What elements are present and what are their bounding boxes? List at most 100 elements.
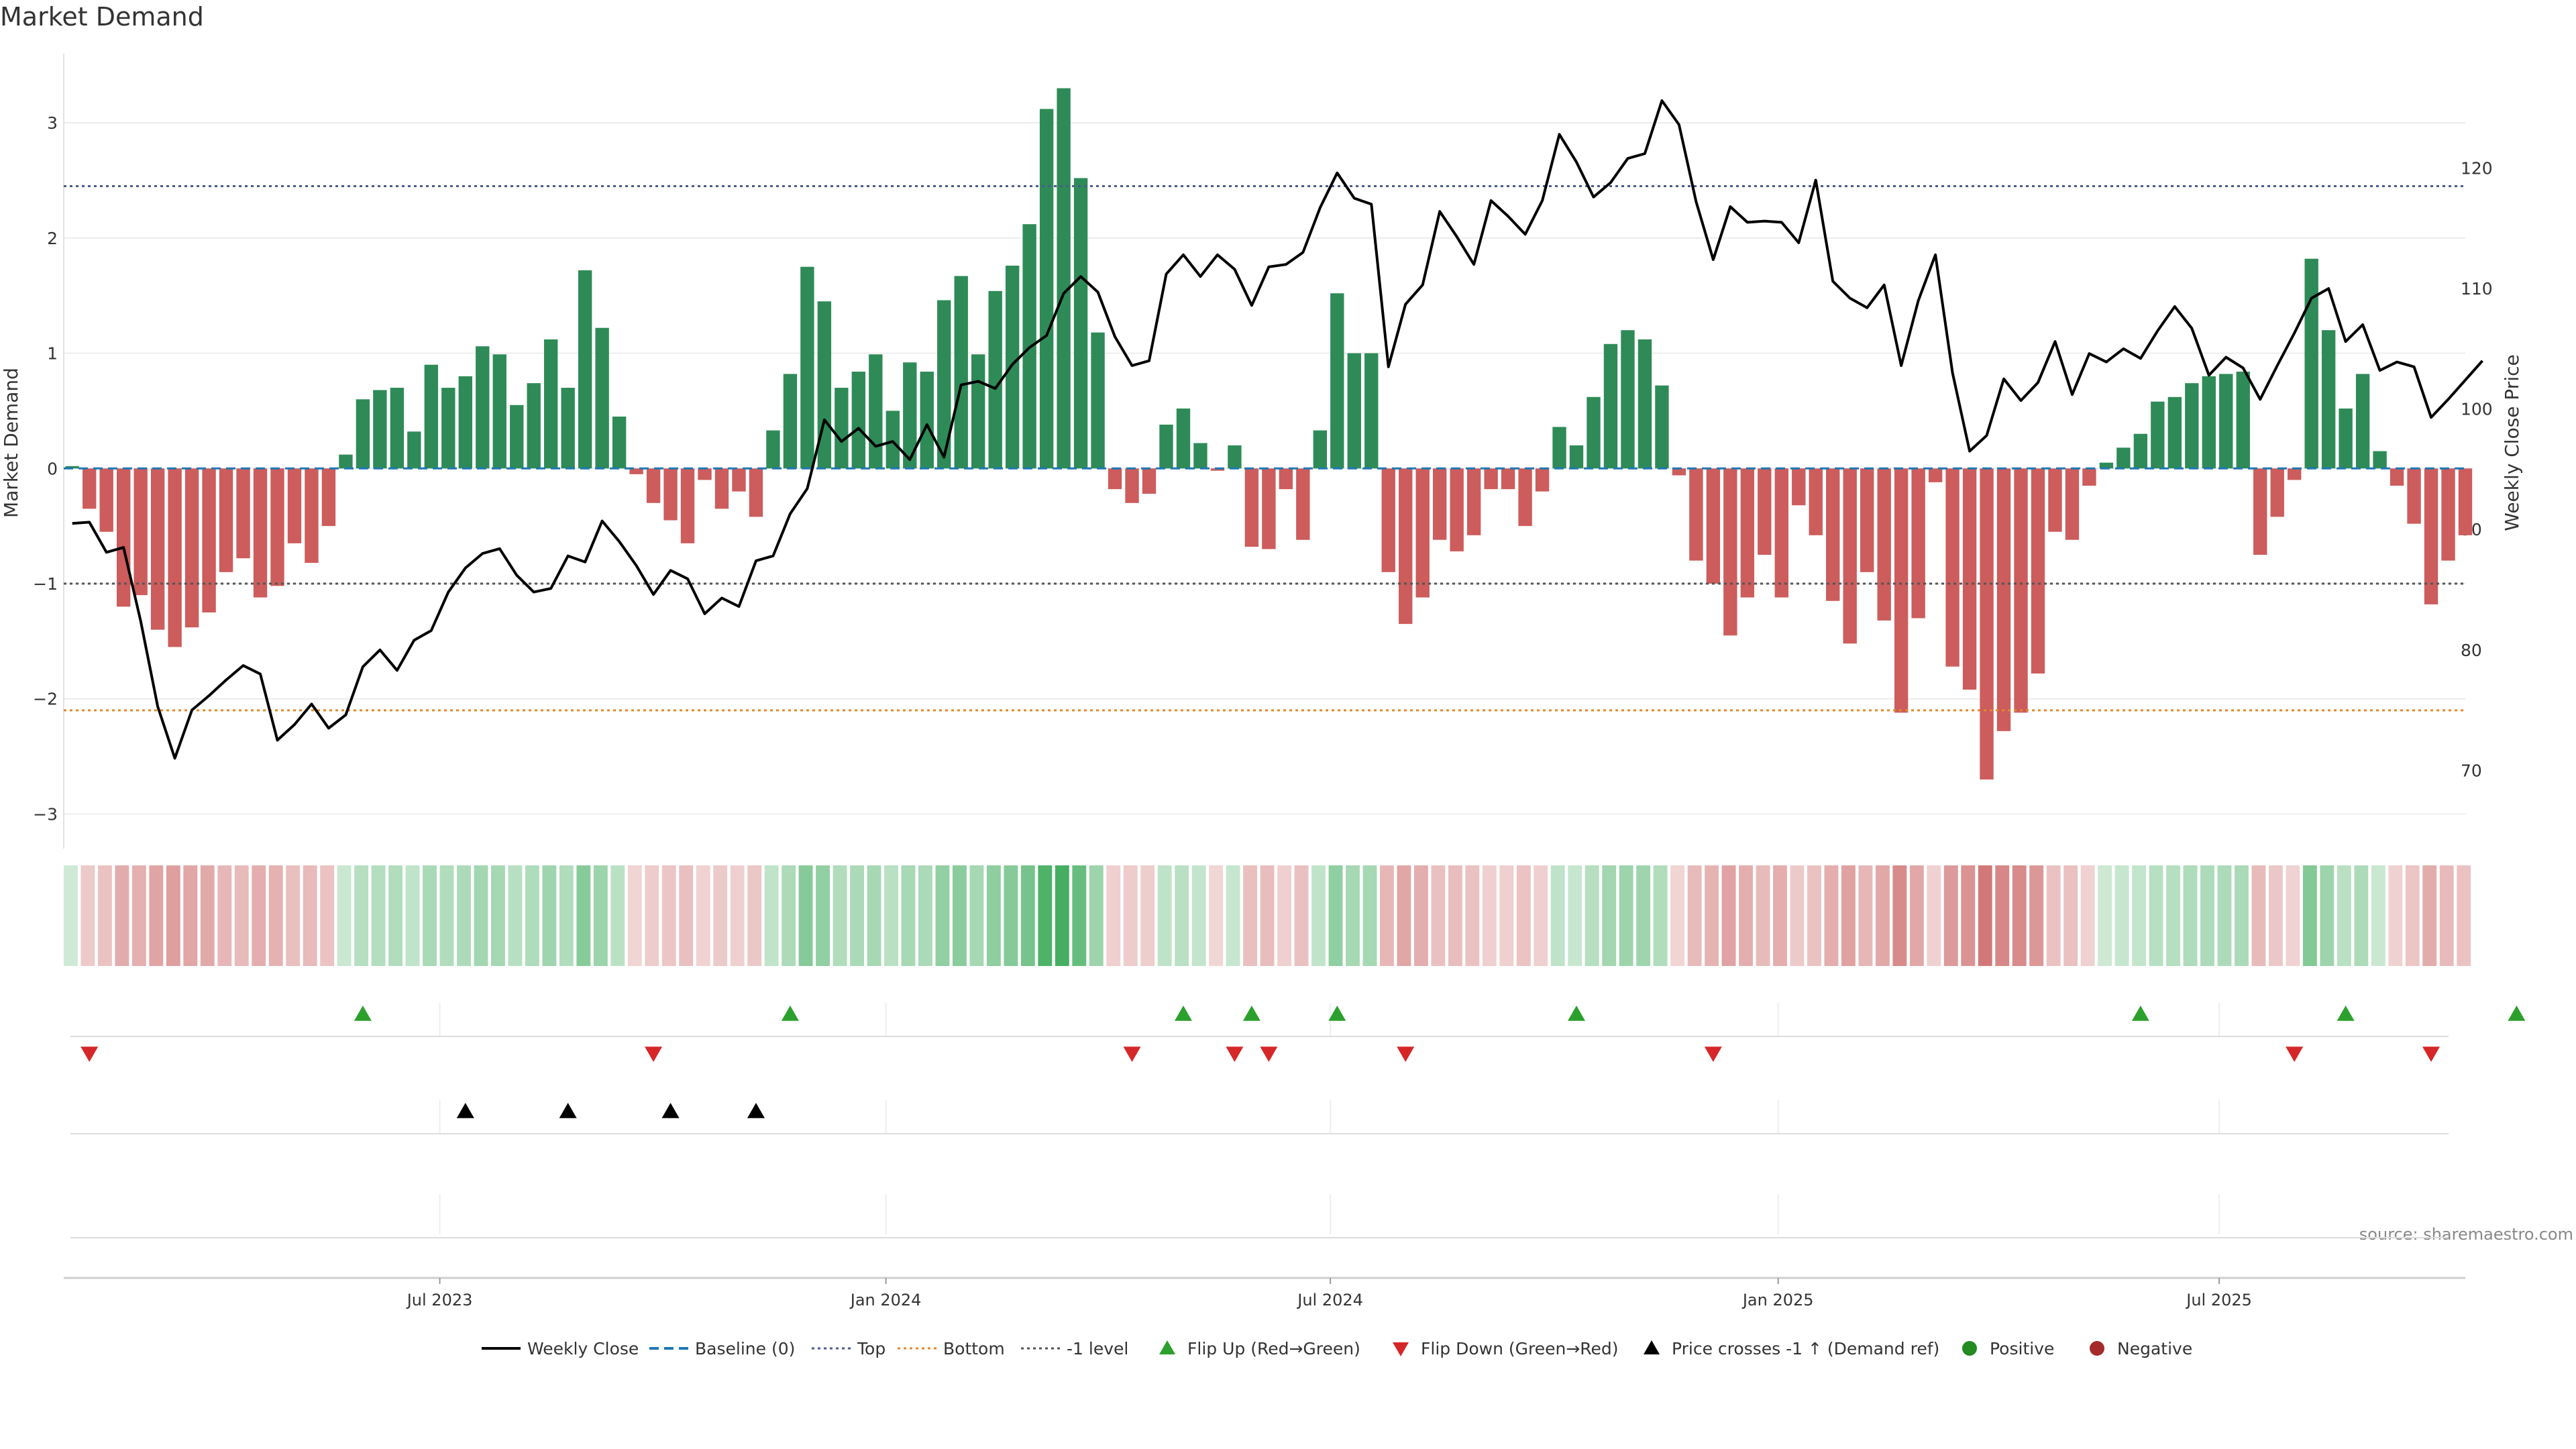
demand-bar (1758, 468, 1772, 555)
price-cross-marker (661, 1103, 680, 1118)
heat-cell (1756, 865, 1770, 966)
demand-bar (1108, 468, 1122, 490)
heat-cell (320, 865, 335, 966)
flip-down-marker (1260, 1046, 1278, 1062)
demand-bar (1313, 430, 1328, 469)
heat-cell (1413, 865, 1428, 966)
heat-cell (576, 865, 591, 966)
demand-bar (1809, 468, 1823, 535)
y2-tick-label: 70 (2461, 761, 2482, 780)
demand-bar (2458, 468, 2473, 535)
demand-bar (1996, 468, 2011, 731)
heat-cell (1739, 865, 1753, 966)
demand-bar (2031, 468, 2045, 674)
heat-cell (474, 865, 488, 966)
y2-tick-label: 80 (2461, 641, 2482, 660)
heat-cell (918, 865, 932, 966)
demand-bar (305, 468, 319, 564)
heat-cell (935, 865, 950, 966)
heat-cell (610, 865, 625, 966)
chart-title: Market Demand (0, 2, 204, 32)
heat-cell (679, 865, 694, 966)
demand-bar (2390, 468, 2404, 486)
demand-bar (1244, 468, 1259, 547)
heat-cell (1465, 865, 1480, 966)
heat-cell (1773, 865, 1787, 966)
heat-cell (1687, 865, 1702, 966)
heat-cell (1482, 865, 1497, 966)
demand-bar (2339, 408, 2353, 469)
heat-cell (1927, 865, 1941, 966)
heat-cell (1277, 865, 1292, 966)
demand-bar (236, 468, 250, 559)
heat-cell (627, 865, 642, 966)
demand-bar (2048, 468, 2062, 532)
demand-bar (2270, 468, 2284, 517)
heat-cell (1909, 865, 1924, 966)
demand-bar (1125, 468, 1139, 503)
demand-bar (1073, 178, 1088, 469)
heat-cell (782, 865, 796, 966)
demand-bar (1894, 468, 1909, 713)
heat-cell (508, 865, 523, 966)
heat-cell (388, 865, 403, 966)
demand-bar (561, 388, 575, 469)
heat-cell (2354, 865, 2369, 966)
x-tick-label: Jan 2024 (849, 1291, 922, 1309)
y2-tick-label: 120 (2461, 159, 2493, 178)
legend-swatch-positive (1962, 1341, 1977, 1356)
heat-cell (986, 865, 1001, 966)
flip-up-marker (2337, 1006, 2355, 1021)
demand-bar (1689, 468, 1703, 561)
demand-heat-strip (64, 865, 2471, 966)
heat-cell (1943, 865, 1958, 966)
heat-cell (234, 865, 249, 966)
y-tick-label: −1 (33, 574, 58, 594)
heat-cell (833, 865, 847, 966)
legend-label: Price crosses -1 ↑ (Demand ref) (1672, 1339, 1939, 1358)
demand-bar (1399, 468, 1413, 625)
demand-bar (1603, 343, 1618, 469)
heat-cell (559, 865, 574, 966)
heat-cell (1602, 865, 1617, 966)
legend-swatch-flip-up (1159, 1340, 1175, 1354)
flip-down-marker (1123, 1046, 1141, 1062)
heat-cell (2217, 865, 2232, 966)
demand-bar (390, 388, 405, 469)
heat-cell (1705, 865, 1719, 966)
heat-cell (2012, 865, 2027, 966)
heat-cell (952, 865, 967, 966)
heat-cell (1004, 865, 1018, 966)
flip-down-marker (1226, 1046, 1244, 1062)
demand-bar (1466, 468, 1481, 535)
heat-cell (2320, 865, 2334, 966)
heat-cell (286, 865, 301, 966)
heat-cell (1020, 865, 1035, 966)
x-tick-label: Jul 2023 (406, 1291, 473, 1309)
demand-bar (2236, 372, 2250, 469)
flip-up-marker (781, 1006, 799, 1021)
heat-cell (423, 865, 437, 966)
heat-cell (1226, 865, 1240, 966)
demand-bar (937, 300, 951, 469)
flip-up-marker (1174, 1006, 1192, 1021)
demand-bar (835, 388, 849, 469)
legend-label: Baseline (0) (695, 1339, 795, 1358)
demand-bar (1381, 468, 1395, 572)
heat-cell (64, 865, 78, 966)
demand-bar (2355, 374, 2370, 469)
heat-cell (1534, 865, 1548, 966)
demand-bar (1091, 332, 1105, 469)
demand-bar (476, 346, 490, 469)
demand-bar (1911, 468, 1925, 619)
demand-bar (1621, 330, 1635, 469)
demand-bar (2253, 468, 2267, 555)
demand-bar (1860, 468, 1874, 572)
heat-cell (969, 865, 984, 966)
heat-cell (661, 865, 676, 966)
demand-bar (2304, 258, 2318, 469)
y-tick-label: −3 (33, 804, 58, 824)
demand-bar (988, 290, 1002, 469)
flip-up-marker (354, 1006, 372, 1021)
heat-cell (901, 865, 916, 966)
